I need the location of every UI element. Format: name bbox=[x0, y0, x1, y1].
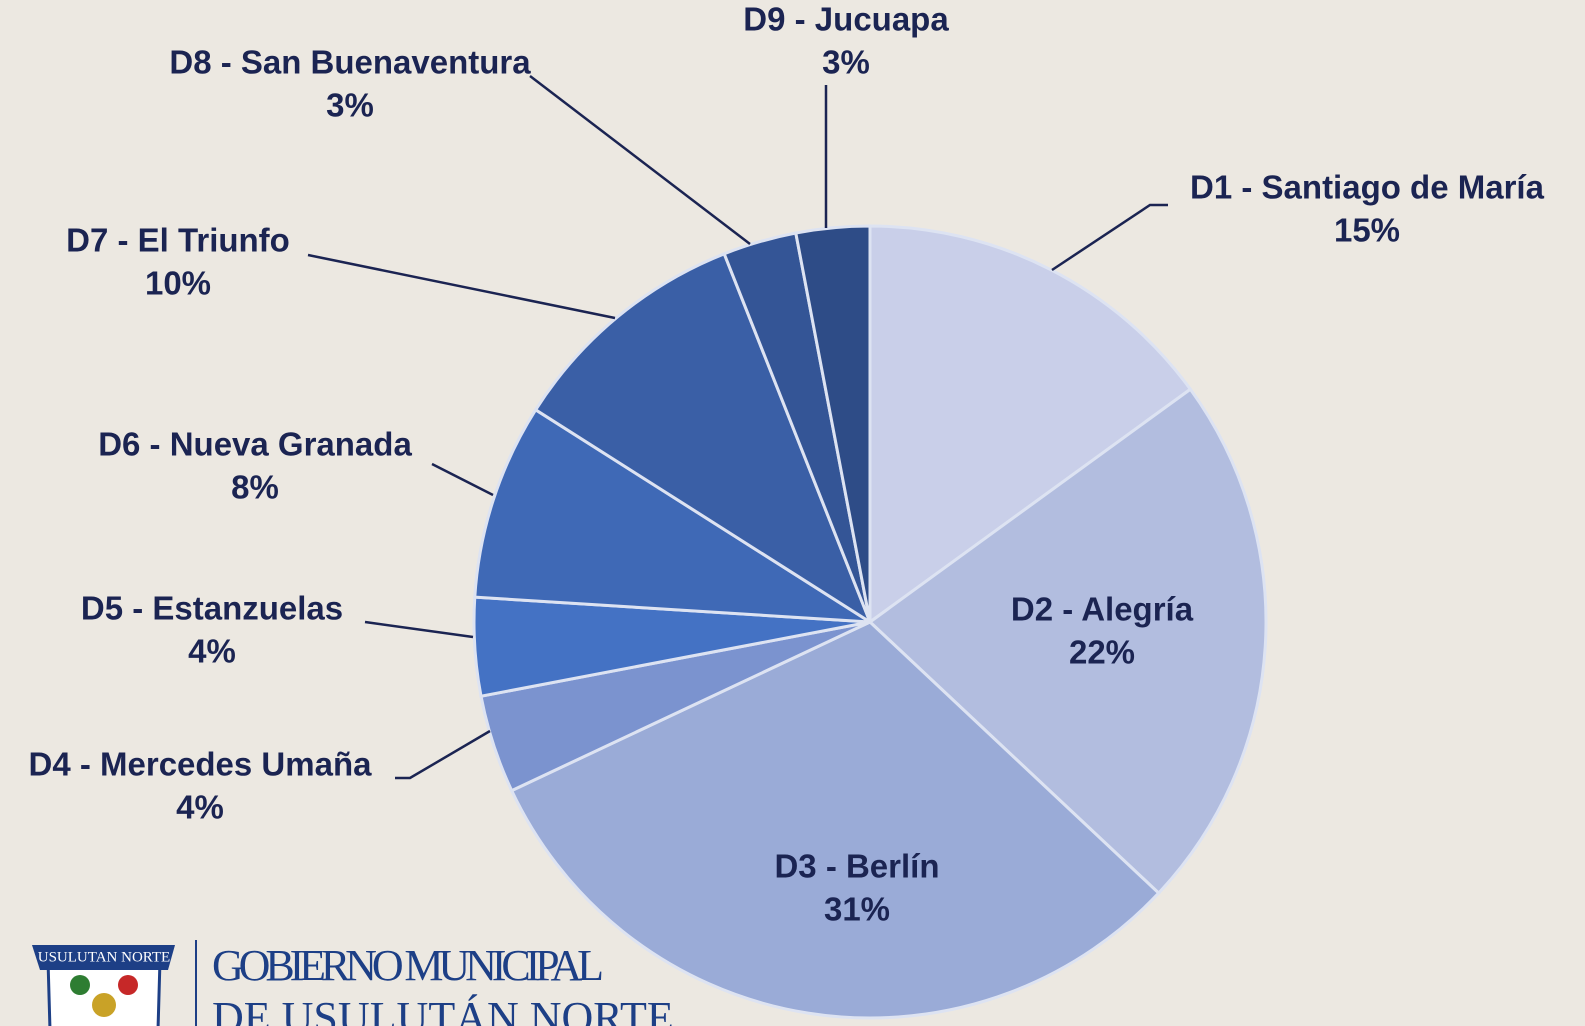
logo-subtitle: DE USULUTÁN NORTE bbox=[212, 993, 674, 1026]
slice-value-label: 3% bbox=[822, 44, 870, 81]
leader-line bbox=[307, 253, 616, 320]
pie-slice bbox=[509, 620, 1161, 1020]
logo-title: GOBIERNO MUNICIPAL bbox=[212, 941, 604, 990]
slice-value-label: 4% bbox=[188, 633, 236, 670]
logo-emblem bbox=[118, 975, 138, 995]
slice-label: D5 - Estanzuelas bbox=[81, 590, 343, 627]
pie-slice bbox=[794, 224, 872, 623]
pie-slice bbox=[473, 407, 871, 624]
slice-label: D2 - Alegría bbox=[1011, 591, 1194, 628]
slice-value-label: 8% bbox=[231, 469, 279, 506]
slice-label: D4 - Mercedes Umaña bbox=[29, 746, 373, 783]
pie-slice bbox=[867, 387, 1268, 896]
logo-emblem bbox=[70, 975, 90, 995]
pie-slice bbox=[533, 251, 874, 626]
pie bbox=[472, 224, 1268, 1020]
slice-value-label: 10% bbox=[145, 265, 211, 302]
slice-value-label: 22% bbox=[1069, 634, 1135, 671]
slice-label: D7 - El Triunfo bbox=[66, 222, 290, 259]
logo-emblem bbox=[92, 993, 116, 1017]
leader-line bbox=[364, 620, 474, 639]
slice-value-label: 31% bbox=[824, 891, 890, 928]
leader-line bbox=[431, 462, 494, 497]
slice-label: D1 - Santiago de María bbox=[1190, 169, 1545, 206]
slice-label: D9 - Jucuapa bbox=[743, 1, 949, 38]
logo-banner-text: USULUTAN NORTE bbox=[38, 949, 170, 965]
leader-line bbox=[395, 729, 491, 780]
pie-slice bbox=[868, 224, 1193, 625]
slice-value-label: 3% bbox=[326, 87, 374, 124]
slice-label: D3 - Berlín bbox=[774, 848, 939, 885]
slice-value-label: 4% bbox=[176, 789, 224, 826]
slice-value-label: 15% bbox=[1334, 212, 1400, 249]
slice-label: D8 - San Buenaventura bbox=[169, 44, 531, 81]
leader-line bbox=[529, 75, 751, 245]
logo: USULUTAN NORTE GOBIERNO MUNICIPAL DE USU… bbox=[32, 940, 674, 1026]
logo-banner bbox=[32, 945, 175, 970]
leader-line bbox=[1051, 203, 1168, 272]
slice-label: D6 - Nueva Granada bbox=[98, 426, 412, 463]
